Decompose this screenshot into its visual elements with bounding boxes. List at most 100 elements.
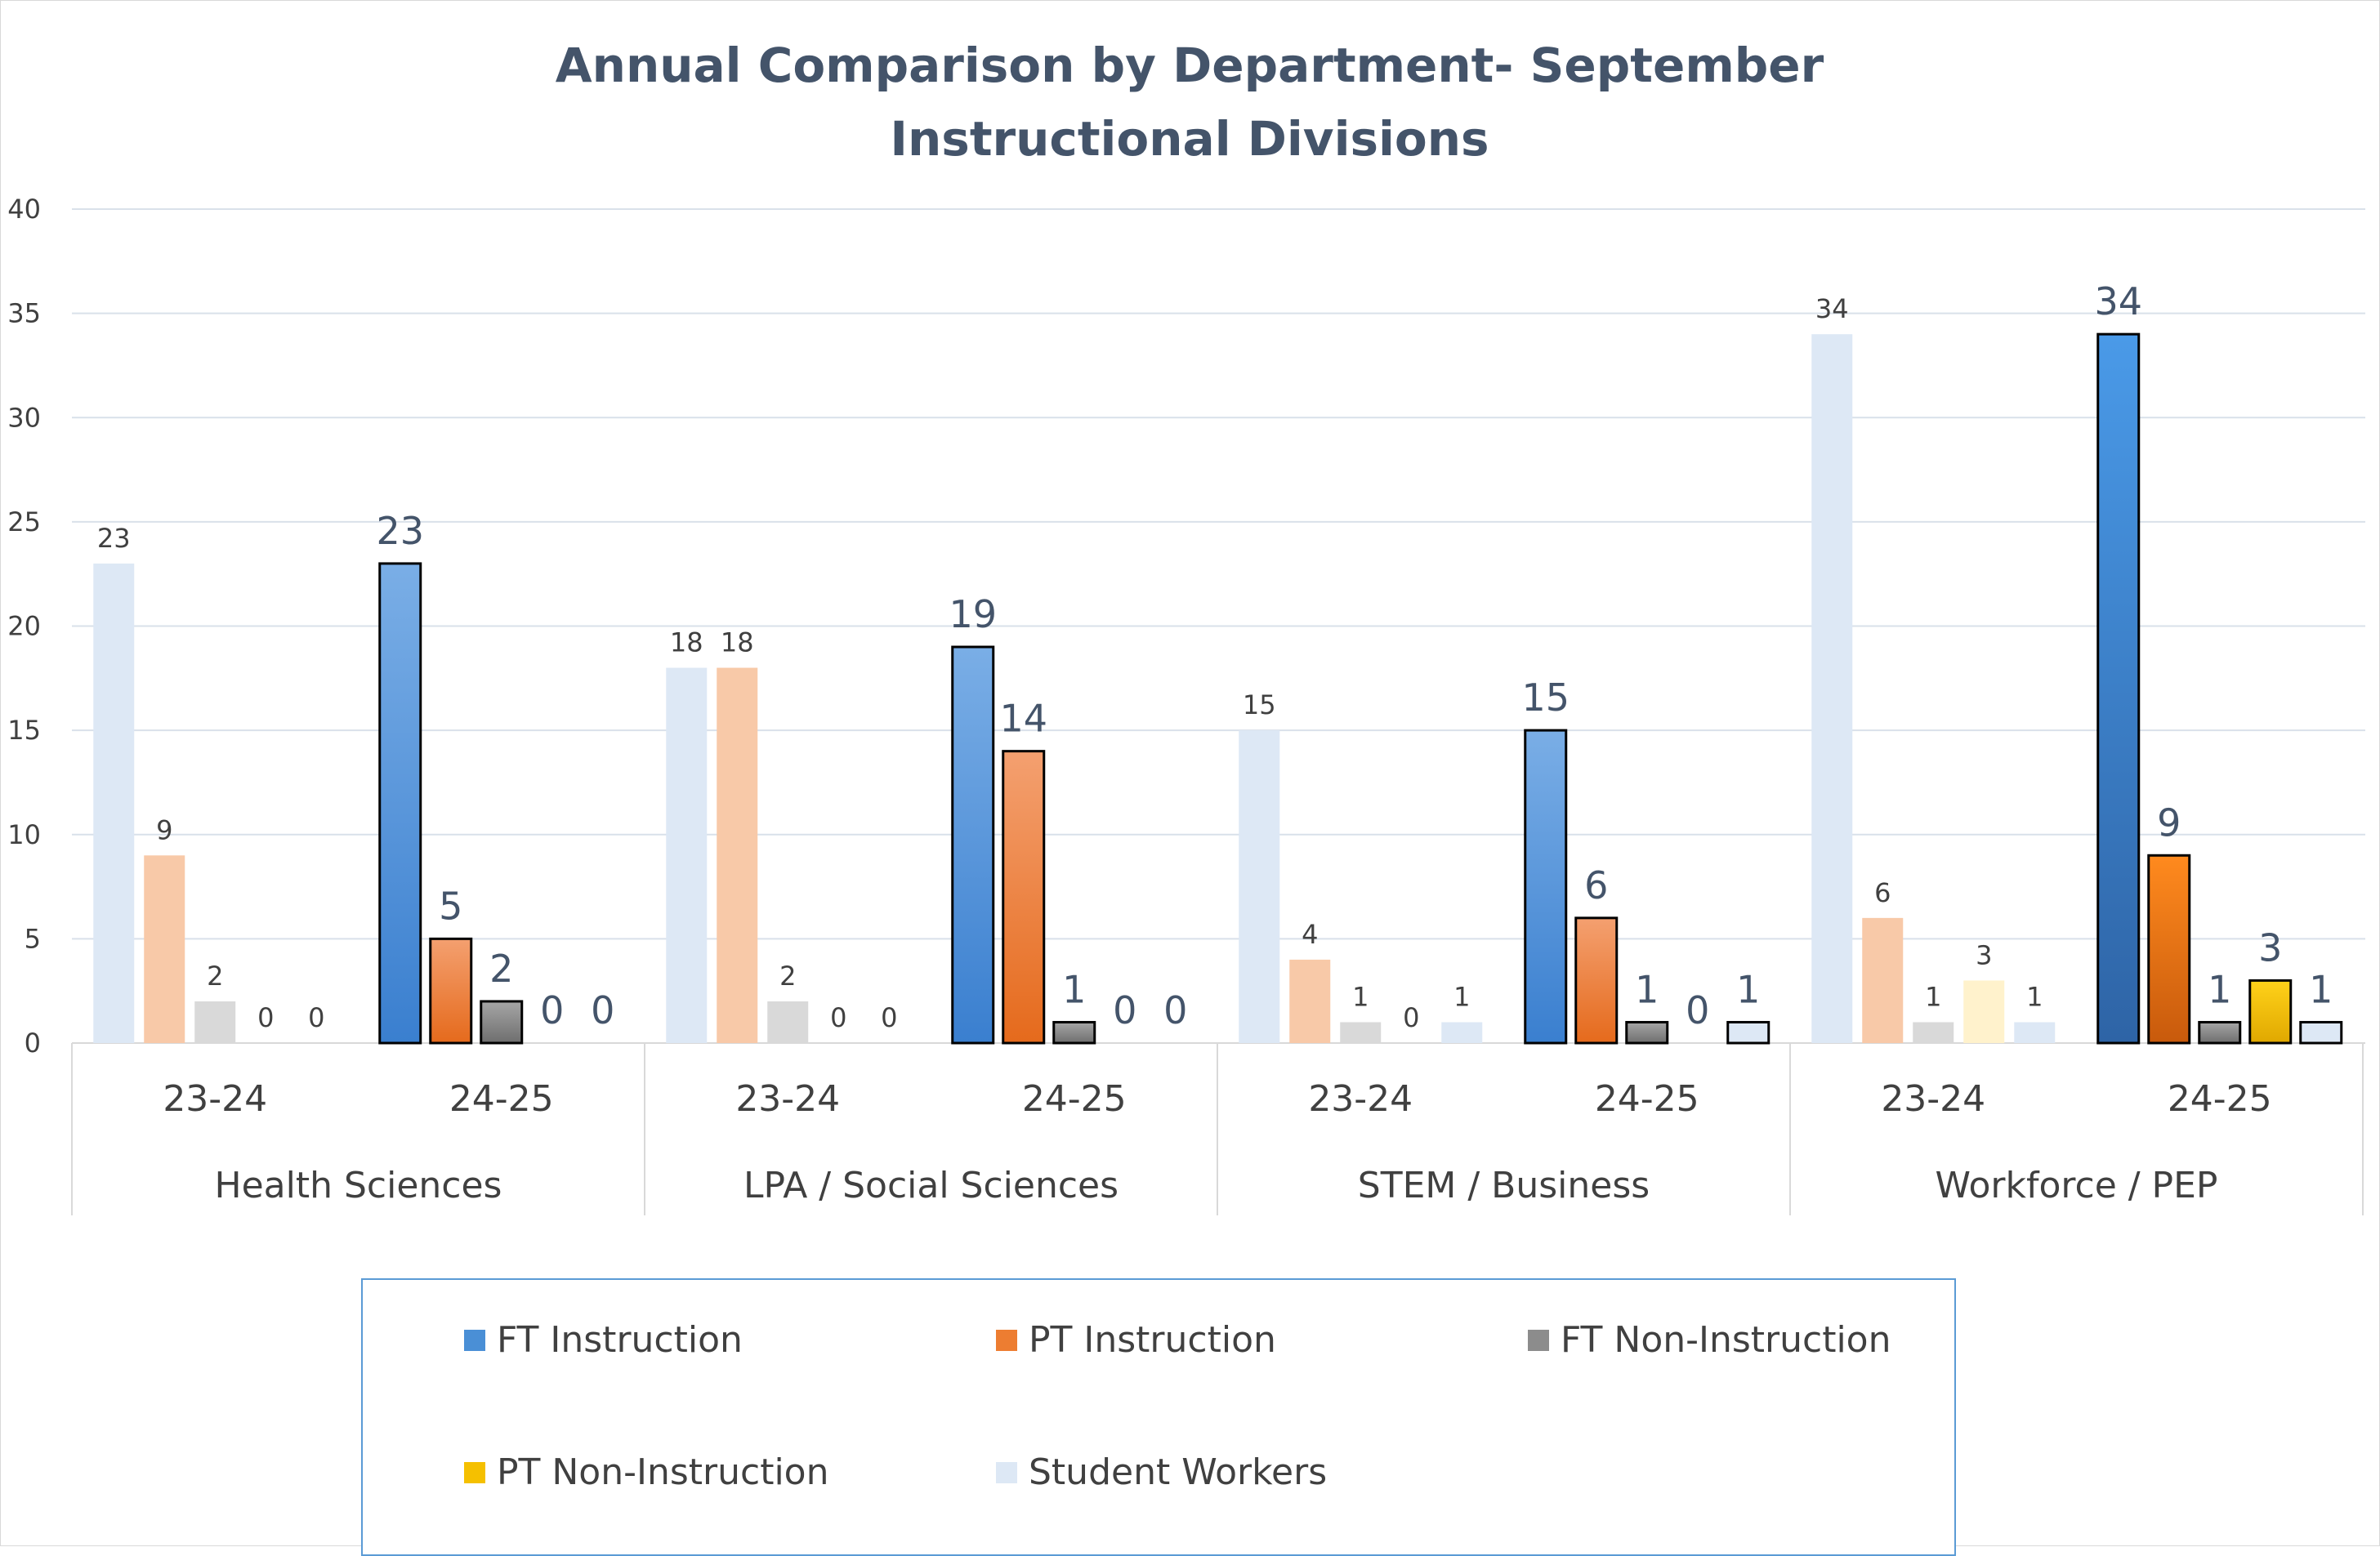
year-label: 23-24 [1881,1078,1985,1120]
legend-label: PT Instruction [1029,1319,1276,1361]
data-label: 0 [540,988,564,1032]
data-label: 9 [2157,800,2181,845]
data-label: 0 [1403,1002,1419,1033]
data-label: 0 [591,988,614,1032]
bar-student-workers [1726,1020,1770,1045]
data-label: 1 [1453,981,1470,1012]
bar-ft-non-instruction [2198,1020,2242,1045]
y-tick-label: 25 [7,506,41,537]
data-label: 1 [2026,981,2043,1012]
data-label: 34 [1815,293,1849,324]
legend-label: FT Instruction [497,1319,743,1361]
bar-ft-instruction [666,667,708,1043]
legend-swatch [996,1461,1017,1483]
legend-swatch [996,1329,1017,1351]
legend-swatch [464,1329,485,1351]
data-label: 2 [207,961,223,992]
chart-title-line-2: Instructional Divisions [890,111,1489,167]
bar-pt-instruction [144,855,185,1043]
bar-ft-instruction [951,645,995,1045]
bar-pt-non-instruction [2248,979,2293,1045]
data-label: 23 [97,523,131,554]
data-label: 1 [1736,967,1760,1011]
year-label: 24-25 [1595,1078,1699,1120]
data-label: 1 [2208,967,2231,1011]
bar-student-workers [2299,1020,2343,1045]
data-label: 23 [376,509,424,553]
data-label: 18 [670,627,703,658]
legend-item-student-workers: Student Workers [996,1451,1327,1493]
data-label: 1 [1635,967,1659,1011]
data-label: 2 [489,947,513,991]
y-tick-label: 30 [7,402,41,433]
bar-ft-instruction [378,562,422,1045]
group-label: Workforce / PEP [1936,1165,2218,1206]
year-label: 24-25 [449,1078,554,1120]
group-label: LPA / Social Sciences [743,1165,1119,1206]
bar-ft-instruction [93,563,135,1043]
bar-ft-instruction [2096,332,2141,1045]
data-label: 5 [439,884,462,928]
bar-pt-instruction [2147,854,2191,1045]
data-label: 6 [1584,863,1608,907]
data-label: 3 [2258,925,2282,970]
bar-pt-instruction [1574,916,1619,1045]
bar-pt-instruction [1289,959,1331,1043]
legend-item-ft-non-instruction: FT Non-Instruction [1528,1319,1891,1361]
bar-ft-instruction [1524,729,1568,1045]
bar-pt-non-instruction [1963,980,2005,1043]
data-label: 15 [1243,689,1276,720]
bar-ft-non-instruction [194,1001,236,1043]
data-label: 1 [1925,981,1941,1012]
data-label: 0 [881,1002,897,1033]
year-label: 24-25 [1022,1078,1127,1120]
bar-student-workers [2014,1022,2056,1043]
chart-title-line-1: Annual Comparison by Department- Septemb… [556,38,1824,93]
data-label: 34 [2094,279,2142,323]
data-label: 15 [1521,675,1570,720]
bar-pt-instruction [1862,917,1904,1043]
legend-label: PT Non-Instruction [497,1451,829,1493]
legend-item-pt-instruction: PT Instruction [996,1319,1276,1361]
legend-swatch [1528,1329,1549,1351]
data-label: 0 [1163,988,1187,1032]
legend-label: FT Non-Instruction [1561,1319,1891,1361]
year-label: 23-24 [163,1078,267,1120]
y-axis-ticks: 0 5 10 15 20 25 30 35 40 [7,194,41,1059]
legend-item-pt-non-instruction: PT Non-Instruction [464,1451,828,1493]
data-label: 1 [2309,967,2333,1011]
legend: FT Instruction PT Instruction FT Non-Instr… [361,1278,1956,1556]
bars [93,332,2343,1045]
data-label: 1 [1352,981,1369,1012]
data-label: 0 [1686,988,1709,1032]
bar-student-workers [1441,1022,1483,1043]
year-label: 23-24 [1308,1078,1413,1120]
y-tick-label: 0 [25,1028,41,1059]
legend-swatch [464,1461,485,1483]
data-label: 1 [1062,967,1086,1011]
gridlines [72,208,2365,940]
data-label: 9 [156,814,172,845]
y-tick-label: 40 [7,194,41,225]
data-label: 19 [949,592,997,636]
bar-pt-instruction [1002,750,1046,1045]
year-label: 24-25 [2168,1078,2272,1120]
group-label: STEM / Business [1358,1165,1650,1206]
bar-ft-instruction [1239,730,1280,1043]
data-label: 6 [1874,877,1891,908]
group-label: Health Sciences [215,1165,502,1206]
bar-ft-non-instruction [1052,1020,1096,1045]
bar-ft-non-instruction [1625,1020,1669,1045]
y-tick-label: 15 [7,715,41,746]
legend-label: Student Workers [1029,1451,1328,1493]
year-label: 23-24 [735,1078,840,1120]
bar-ft-instruction [1811,334,1853,1043]
data-label: 18 [721,627,754,658]
bar-ft-non-instruction [767,1001,809,1043]
bar-ft-non-instruction [1913,1022,1954,1043]
bar-pt-instruction [717,667,758,1043]
y-tick-label: 5 [25,923,41,954]
bar-ft-non-instruction [480,1000,524,1045]
y-tick-label: 35 [7,298,41,329]
